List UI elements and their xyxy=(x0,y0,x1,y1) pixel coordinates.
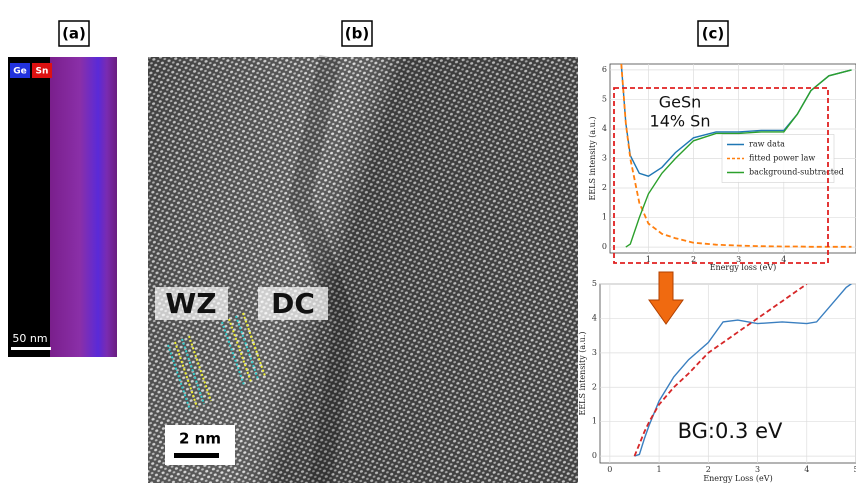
x-axis-label: Energy loss (eV) xyxy=(710,263,777,272)
y-tick-label: 5 xyxy=(592,279,597,288)
legend-label: Sn xyxy=(36,67,49,77)
y-tick-label: 2 xyxy=(592,382,597,391)
annotation: GeSn xyxy=(659,93,702,112)
y-tick-label: 1 xyxy=(602,213,607,222)
page: { "panels": [ {"label": "(a)", "legend":… xyxy=(0,0,856,483)
panel-label: (b) xyxy=(345,25,369,43)
x-tick-label: 2 xyxy=(706,465,711,474)
scale-bar-label: 2 nm xyxy=(179,430,221,448)
y-tick-label: 0 xyxy=(592,451,597,460)
y-tick-label: 4 xyxy=(592,313,597,322)
panel-label: (a) xyxy=(62,25,86,43)
x-tick-label: 3 xyxy=(755,465,760,474)
legend-label: fitted power law xyxy=(749,154,815,163)
y-tick-label: 1 xyxy=(592,417,597,426)
y-tick-label: 4 xyxy=(602,124,607,133)
scale-bar xyxy=(174,453,219,458)
eds-band xyxy=(50,57,117,357)
legend-label: Ge xyxy=(13,67,27,77)
annotation: DC xyxy=(271,287,315,320)
hrtem-shade xyxy=(148,57,578,483)
x-tick-label: 1 xyxy=(657,465,662,474)
x-axis-label: Energy Loss (eV) xyxy=(703,474,772,483)
y-axis-label: EELS intensity (a.u.) xyxy=(588,116,597,200)
scale-bar xyxy=(11,347,51,350)
y-tick-label: 3 xyxy=(592,348,597,357)
y-tick-label: 2 xyxy=(602,183,607,192)
y-axis-label: EELS intensity (a.u.) xyxy=(578,331,587,415)
annotation: 14% Sn xyxy=(650,112,711,131)
y-tick-label: 0 xyxy=(602,242,607,251)
figure: (a) (b) (c) Ge Sn 50 nm WZ DC 2 nm 0 1 2 3 4… xyxy=(0,0,856,483)
y-tick-label: 3 xyxy=(602,154,607,163)
y-tick-label: 5 xyxy=(602,94,607,103)
panel-label: (c) xyxy=(702,25,725,43)
x-tick-label: 0 xyxy=(607,465,612,474)
scale-bar-label: 50 nm xyxy=(12,332,47,345)
annotation: WZ xyxy=(165,287,216,320)
legend-label: raw data xyxy=(749,140,785,149)
x-tick-label: 4 xyxy=(804,465,809,474)
result: BG:0.3 eV xyxy=(678,419,783,443)
y-tick-label: 6 xyxy=(602,65,607,74)
legend-label: background-subtracted xyxy=(749,168,844,177)
